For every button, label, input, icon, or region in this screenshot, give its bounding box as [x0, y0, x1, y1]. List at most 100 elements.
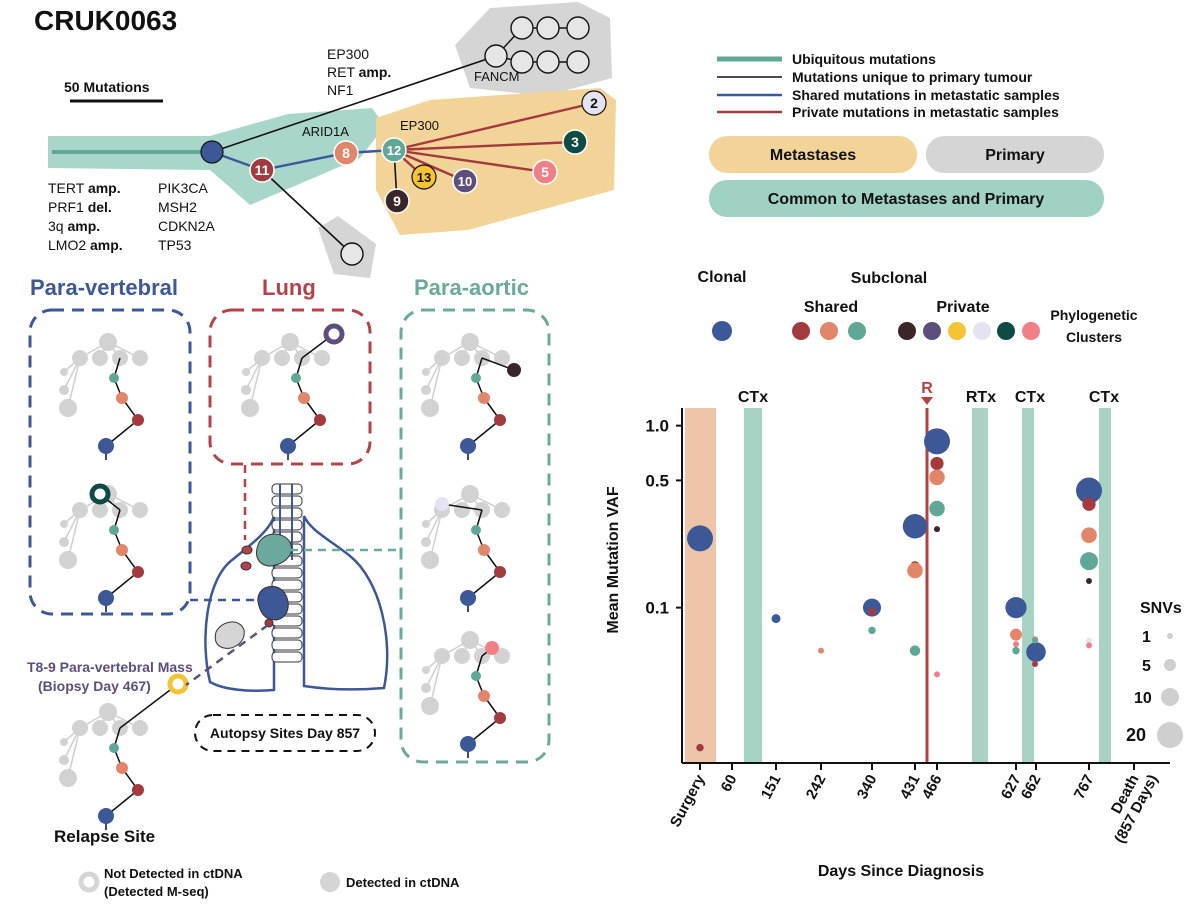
data-point-clonal	[902, 514, 928, 539]
cluster-legend: Clonal Subclonal Shared Private Phylogen…	[698, 269, 1138, 345]
data-point-private	[934, 526, 940, 533]
data-point-clonal	[863, 598, 881, 617]
tree-node	[132, 720, 148, 736]
svg-text:5: 5	[541, 164, 549, 180]
data-point-shared	[868, 607, 876, 616]
svg-text:Detected in ctDNA: Detected in ctDNA	[346, 875, 460, 890]
tree-node-8: 8	[333, 140, 359, 166]
data-point-shared	[818, 647, 824, 654]
svg-text:PRF1 del.: PRF1 del.	[48, 199, 112, 215]
data-point-shared	[1081, 527, 1097, 543]
tree-node	[116, 544, 128, 556]
size-legend: SNVs 1 5 10 20	[1126, 600, 1183, 748]
svg-text:Ubiquitous mutations: Ubiquitous mutations	[792, 51, 936, 67]
tree-node	[298, 392, 310, 404]
tree-node	[494, 648, 510, 664]
svg-text:10: 10	[458, 174, 472, 189]
fancm-label: FANCM	[474, 69, 520, 84]
tree-node	[132, 566, 144, 578]
svg-text:10: 10	[1134, 690, 1152, 707]
tree-node	[471, 525, 481, 535]
tree-node	[109, 373, 119, 383]
data-point-shared	[929, 500, 945, 517]
svg-text:13: 13	[417, 170, 431, 185]
data-point-shared	[1082, 497, 1096, 511]
tree-node	[421, 551, 439, 569]
legend-common-box	[709, 180, 1104, 217]
tree-node-13: 13	[411, 164, 437, 190]
tree-node	[494, 414, 506, 426]
ctx-label-2: CTx	[1015, 389, 1045, 406]
tree-node	[60, 520, 68, 528]
svg-text:NF1: NF1	[327, 82, 354, 98]
tree-node	[92, 502, 108, 518]
metastasis-region	[376, 88, 616, 235]
relapse-site-label: Relapse Site	[54, 827, 155, 846]
x-tick-label: Surgery	[667, 771, 709, 830]
y-axis-label: Mean Mutation VAF	[605, 486, 622, 633]
site-label-lung: Lung	[262, 275, 316, 300]
tree-node	[99, 703, 117, 721]
data-point-shared	[907, 562, 923, 579]
data-point-clonal	[1026, 642, 1046, 662]
svg-text:Mutations unique to primary tu: Mutations unique to primary tumour	[792, 69, 1033, 85]
tree-node	[421, 537, 431, 547]
tree-node-highlight	[323, 323, 345, 345]
primary-branch-mid	[261, 169, 353, 255]
svg-text:Clusters: Clusters	[1066, 329, 1122, 345]
paravertebral-box	[28, 308, 192, 616]
tree-node-10: 10	[452, 168, 478, 194]
trunk-driver-list: TERT amp. PRF1 del. 3q amp. LMO2 amp.	[48, 180, 123, 253]
tree-node	[59, 551, 77, 569]
figure-title: CRUK0063	[34, 5, 177, 36]
tree-node	[72, 350, 88, 366]
y-tick-label: 0.5	[645, 471, 669, 490]
svg-text:TERT amp.: TERT amp.	[48, 180, 121, 196]
tree-node	[471, 671, 481, 681]
svg-text:12: 12	[387, 143, 401, 158]
tree-node	[454, 502, 470, 518]
primary-driver-list: EP300 RET amp. NF1	[327, 46, 391, 98]
tree-node	[434, 350, 450, 366]
x-tick-label: 431	[897, 772, 924, 802]
x-tick-label: 60	[718, 772, 741, 795]
tree-node	[421, 399, 439, 417]
tree-node	[422, 666, 430, 674]
surgery-band	[685, 408, 716, 763]
biopsy-label-line1: T8-9 Para-vertebral Mass	[27, 659, 193, 675]
biopsy-label-line2: (Biopsy Day 467)	[38, 678, 151, 694]
ep300-met-label: EP300	[400, 118, 439, 133]
tree-node	[59, 755, 69, 765]
tree-node	[60, 368, 68, 376]
data-point-shared	[868, 626, 876, 635]
site-panels: Para-vertebral Lung Para-aortic	[28, 275, 551, 830]
tree-node	[494, 502, 510, 518]
lung-box	[208, 308, 372, 466]
tree-node	[132, 784, 144, 796]
paraaortic-mass	[255, 533, 292, 567]
x-tick-label: 662	[1018, 772, 1045, 802]
tree-node	[461, 333, 479, 351]
ctx-band-3	[1099, 408, 1111, 763]
ctx-label-1: CTx	[738, 389, 768, 406]
tree-node	[132, 502, 148, 518]
data-point-shared	[1032, 637, 1038, 644]
tree-node	[314, 350, 330, 366]
data-point-shared	[1010, 628, 1022, 641]
svg-text:Metastases: Metastases	[770, 147, 856, 164]
svg-text:Phylogenetic: Phylogenetic	[1050, 307, 1137, 323]
ret-amp-label: RET amp.	[327, 64, 391, 80]
tree-node	[98, 590, 114, 606]
lungs-illustration	[185, 465, 401, 692]
tree-node	[434, 648, 450, 664]
site-tree	[59, 673, 189, 830]
data-point-shared	[1012, 646, 1020, 655]
data-point-private	[934, 671, 940, 678]
ctx-band-1	[744, 408, 762, 763]
tree-node	[422, 520, 430, 528]
data-point-shared	[696, 743, 704, 752]
data-point-private	[1086, 642, 1092, 649]
svg-text:Common to Metastases and Prima: Common to Metastases and Primary	[768, 191, 1045, 208]
scale-bar-label: 50 Mutations	[64, 79, 150, 95]
x-tick-label: 466	[919, 772, 946, 802]
